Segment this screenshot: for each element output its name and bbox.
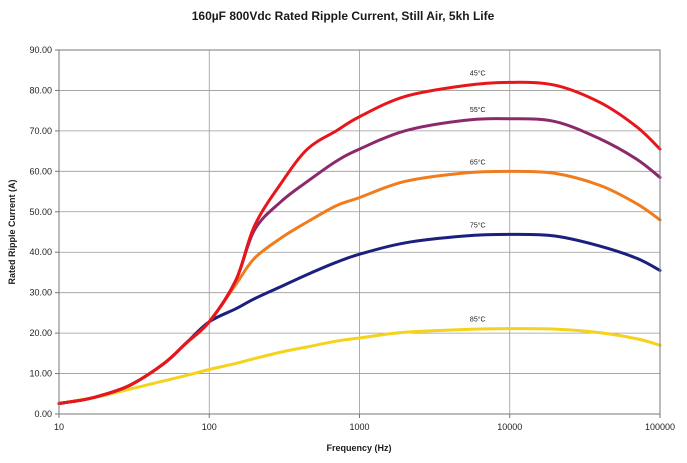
x-tick-label: 100000 [645, 422, 675, 432]
plot-frame [58, 49, 661, 415]
y-tick-label: 20.00 [29, 328, 52, 338]
series-label-2: 65°C [470, 158, 486, 166]
x-tick-label: 10000 [497, 422, 522, 432]
x-tick-label: 10 [54, 422, 64, 432]
y-tick-label: 60.00 [29, 166, 52, 176]
series-label-3: 75°C [470, 221, 486, 229]
series-curves [57, 80, 662, 405]
y-tick-label: 90.00 [29, 45, 52, 55]
series-label-4: 85°C [470, 316, 486, 324]
y-tick-label: 0.00 [34, 409, 52, 419]
series-line-4 [57, 327, 662, 405]
series-label-0: 45°C [470, 69, 486, 77]
y-tick-label: 30.00 [29, 288, 52, 298]
y-tick-label: 50.00 [29, 207, 52, 217]
tick-labels: 10 100 1000 10000 100000 0.00 10.00 20.00 30.00 4… [29, 45, 675, 432]
grid-lines [59, 50, 660, 414]
y-tick-label: 10.00 [29, 369, 52, 379]
x-tick-label: 100 [202, 422, 217, 432]
chart-title: 160µF 800Vdc Rated Ripple Current, Still… [192, 9, 495, 23]
series-labels: 45°C 55°C 65°C 75°C 85°C [470, 69, 486, 323]
series-line-0 [57, 80, 662, 405]
y-axis-label: Rated Ripple Current (A) [7, 179, 17, 284]
y-tick-label: 80.00 [29, 85, 52, 95]
y-tick-label: 70.00 [29, 126, 52, 136]
series-label-1: 55°C [470, 106, 486, 114]
y-tick-label: 40.00 [29, 247, 52, 257]
x-tick-label: 1000 [349, 422, 369, 432]
x-axis-label: Frequency (Hz) [326, 443, 391, 453]
